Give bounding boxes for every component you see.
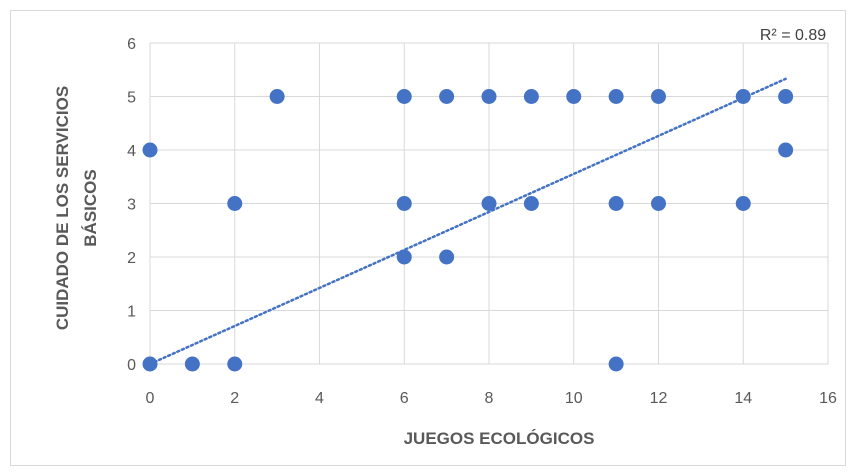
data-point — [439, 249, 455, 265]
trendline-group — [148, 77, 787, 366]
y-tick-label: 2 — [127, 250, 136, 267]
data-point — [481, 89, 497, 104]
data-point — [396, 89, 412, 104]
x-tick-label: 16 — [819, 390, 837, 407]
data-point — [608, 89, 624, 104]
data-point — [523, 89, 539, 104]
data-point — [523, 196, 539, 211]
y-tick-label: 5 — [127, 90, 136, 107]
x-tick-label: 2 — [230, 390, 239, 407]
data-point — [227, 196, 243, 211]
y-tick-label: 6 — [127, 36, 136, 53]
r-squared-label: R² = 0.89 — [760, 27, 826, 44]
data-point — [778, 142, 794, 158]
data-point — [142, 356, 158, 372]
data-point — [778, 89, 794, 104]
x-tick-label: 10 — [565, 390, 583, 407]
data-point — [227, 356, 243, 372]
x-axis-title: JUEGOS ECOLÓGICOS — [404, 429, 595, 448]
x-tick-label: 8 — [485, 390, 494, 407]
y-axis-title-line-1: CUIDADO DE LOS SERVICIOS — [53, 86, 72, 330]
x-tick-label: 0 — [146, 390, 155, 407]
data-point — [439, 89, 455, 104]
y-tick-label: 4 — [127, 143, 136, 160]
data-point — [735, 89, 751, 104]
data-point — [735, 196, 751, 211]
data-point — [269, 89, 285, 104]
data-point — [608, 196, 624, 211]
x-tick-label: 6 — [400, 390, 409, 407]
y-axis-title-line-2: BÁSICOS — [81, 169, 100, 246]
data-point — [651, 89, 666, 104]
data-point — [396, 249, 412, 265]
data-point — [651, 196, 666, 211]
y-tick-label: 1 — [127, 304, 136, 321]
data-point — [142, 142, 158, 158]
data-point — [566, 89, 582, 104]
x-tick-label: 12 — [650, 390, 668, 407]
x-tick-label: 4 — [315, 390, 324, 407]
data-points — [142, 89, 794, 372]
data-point — [481, 196, 497, 211]
y-tick-label: 0 — [127, 357, 136, 374]
y-tick-label: 3 — [127, 197, 136, 214]
trendline — [148, 77, 787, 366]
x-tick-label: 14 — [734, 390, 752, 407]
data-point — [608, 356, 624, 372]
data-point — [396, 196, 412, 211]
data-point — [184, 356, 200, 372]
